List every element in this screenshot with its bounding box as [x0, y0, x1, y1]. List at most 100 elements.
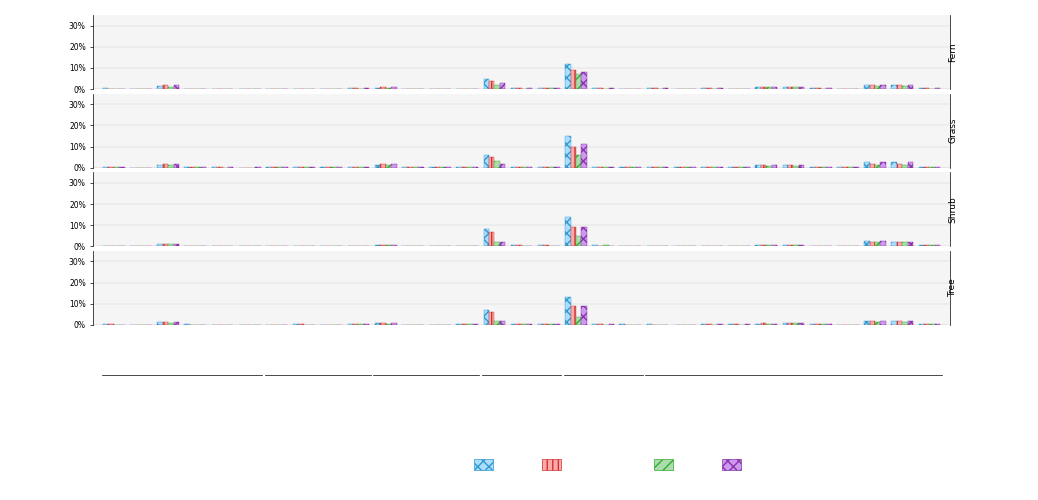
Bar: [892, 242, 897, 246]
Bar: [158, 164, 163, 168]
Bar: [761, 164, 766, 168]
Bar: [875, 86, 880, 89]
Bar: [168, 86, 173, 89]
Bar: [386, 324, 391, 325]
Bar: [527, 324, 532, 325]
Bar: [565, 298, 571, 325]
Bar: [701, 166, 707, 168]
Bar: [864, 86, 870, 89]
Bar: [707, 166, 712, 168]
Bar: [108, 324, 114, 325]
Bar: [299, 167, 304, 168]
Bar: [272, 167, 277, 168]
Bar: [593, 166, 598, 168]
Bar: [391, 244, 397, 246]
Bar: [228, 167, 234, 168]
Bar: [163, 322, 168, 325]
Bar: [793, 88, 799, 89]
Bar: [815, 88, 821, 89]
Bar: [919, 88, 924, 89]
Bar: [391, 164, 397, 168]
Bar: [571, 306, 576, 325]
Bar: [657, 88, 663, 89]
Bar: [864, 162, 870, 168]
Bar: [788, 164, 793, 168]
Bar: [810, 324, 815, 325]
Bar: [690, 167, 695, 168]
Bar: [375, 324, 380, 325]
Bar: [158, 86, 163, 89]
Bar: [549, 324, 554, 325]
Bar: [402, 88, 407, 89]
Bar: [326, 167, 331, 168]
Bar: [783, 244, 788, 246]
Bar: [185, 88, 190, 89]
Bar: [712, 88, 717, 89]
Bar: [815, 166, 821, 168]
Bar: [266, 167, 272, 168]
Bar: [598, 167, 603, 168]
Bar: [375, 88, 380, 89]
Bar: [864, 241, 870, 246]
Bar: [907, 162, 913, 168]
Bar: [103, 324, 108, 325]
Bar: [843, 167, 848, 168]
Bar: [571, 228, 576, 246]
Bar: [358, 88, 364, 89]
Bar: [837, 167, 843, 168]
Bar: [935, 88, 940, 89]
Y-axis label: Tree: Tree: [948, 278, 957, 297]
Bar: [919, 324, 924, 325]
Bar: [380, 324, 386, 325]
Bar: [380, 88, 386, 89]
Bar: [489, 232, 494, 246]
Bar: [353, 166, 358, 168]
Bar: [902, 242, 907, 246]
Bar: [516, 324, 521, 325]
Bar: [554, 88, 559, 89]
Bar: [158, 322, 163, 325]
Bar: [734, 88, 739, 89]
Bar: [228, 88, 234, 89]
Bar: [494, 242, 500, 246]
Bar: [929, 88, 935, 89]
Bar: [173, 244, 179, 246]
Bar: [608, 88, 614, 89]
Bar: [729, 88, 734, 89]
Bar: [897, 321, 902, 325]
Bar: [783, 164, 788, 168]
Bar: [870, 86, 875, 89]
Bar: [892, 162, 897, 168]
Bar: [788, 244, 793, 246]
Bar: [919, 166, 924, 168]
Bar: [163, 164, 168, 168]
Y-axis label: Shrub: Shrub: [948, 196, 957, 222]
Bar: [581, 228, 586, 246]
Bar: [875, 242, 880, 246]
Bar: [766, 88, 771, 89]
Bar: [766, 166, 771, 168]
Bar: [652, 167, 657, 168]
Bar: [538, 324, 543, 325]
Bar: [353, 88, 358, 89]
Bar: [647, 166, 652, 168]
Bar: [326, 88, 331, 89]
Bar: [771, 324, 777, 325]
Bar: [576, 155, 581, 168]
Bar: [783, 323, 788, 325]
Bar: [565, 64, 571, 89]
Bar: [902, 86, 907, 89]
Bar: [690, 88, 695, 89]
Bar: [598, 88, 603, 89]
Bar: [799, 244, 804, 246]
Bar: [348, 167, 353, 168]
Bar: [554, 166, 559, 168]
Bar: [771, 164, 777, 168]
Bar: [652, 88, 657, 89]
Bar: [663, 88, 668, 89]
Bar: [907, 321, 913, 325]
Bar: [348, 88, 353, 89]
Bar: [902, 322, 907, 325]
Bar: [489, 157, 494, 168]
Bar: [771, 244, 777, 246]
